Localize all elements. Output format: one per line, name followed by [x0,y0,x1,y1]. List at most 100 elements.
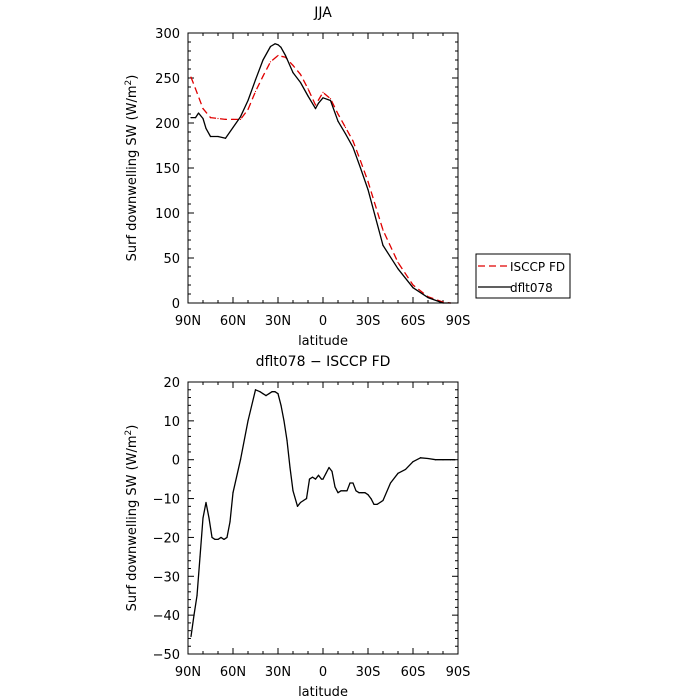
data-point [442,302,444,304]
data-point [280,46,282,49]
data-point [376,503,378,505]
data-point [217,135,219,138]
data-point [247,108,249,111]
data-point [334,486,336,488]
data-point [254,389,257,391]
data-point [329,99,332,102]
data-point [292,64,294,66]
data-point [226,536,228,539]
data-point [346,490,348,492]
data-point [434,459,437,461]
data-point [232,492,234,494]
data-point [367,180,369,183]
data-point [205,501,207,504]
data-point [302,499,305,502]
series-line-1 [191,43,451,304]
data-point [292,72,294,74]
data-point [314,108,317,110]
data-point [283,420,285,422]
y-tick-label: 10 [163,415,180,430]
data-point [412,284,414,286]
data-point [254,90,257,93]
data-point [211,536,213,539]
y-tick-label: −50 [153,648,180,663]
data-point [217,538,219,540]
y-axis-label: Surf downwelling SW (W/m2) [124,75,140,262]
data-point [314,104,317,106]
data-point [397,268,399,270]
data-point [202,108,204,110]
data-point [247,99,249,102]
y-tick-label: −20 [153,531,180,546]
legend-label-0: ISCCP FD [510,260,565,274]
data-point [269,61,272,63]
data-point [397,472,399,474]
data-point [274,391,276,393]
data-point [197,112,200,114]
data-point [358,492,360,494]
data-point [317,102,320,104]
data-point [305,497,308,500]
data-point [220,536,222,539]
data-point [299,73,302,75]
x-axis-label: latitude [298,334,348,349]
data-point [209,117,212,119]
data-point [329,98,332,100]
data-point [224,137,227,139]
data-point [307,88,309,90]
data-point [289,466,291,469]
data-point [382,244,384,246]
data-point [209,135,212,138]
data-point [254,79,257,81]
data-point [190,117,192,119]
data-point [337,113,339,115]
data-point [325,472,327,474]
data-point [265,395,267,397]
data-point [404,468,407,471]
y-tick-label: −10 [153,493,180,508]
y-axis-label-sup: 2 [124,80,134,86]
data-point [202,117,204,120]
data-point [344,133,347,135]
y-tick-label: −40 [153,609,180,624]
data-point [397,261,399,264]
data-point [296,505,299,507]
y-axis-label-main: Surf downwelling SW (W/m [125,435,140,611]
data-point [217,117,219,120]
x-tick-label: 60N [220,665,246,680]
data-point [194,88,197,90]
data-point [229,521,231,523]
data-point [427,457,429,460]
data-point [337,492,339,494]
data-point [262,393,264,395]
data-point [259,391,261,393]
data-point [389,482,392,484]
data-point [419,457,422,459]
x-tick-label: 60S [401,314,426,329]
data-point [307,95,309,97]
data-point [262,75,264,77]
plot-frame [187,32,459,304]
data-point [317,474,320,476]
data-point [412,461,414,463]
series-line-0 [190,54,451,304]
y-tick-label: 150 [155,162,180,177]
data-point [268,393,270,395]
data-point [239,118,242,120]
data-point [308,478,311,480]
y-tick-label: 0 [172,454,180,469]
chart-title: JJA [313,5,332,21]
data-point [331,470,333,472]
x-tick-label: 90N [175,665,201,680]
chart-title: dflt078 − ISCCP FD [256,354,391,370]
data-point [193,614,195,616]
data-point [299,81,302,84]
x-tick-label: 60N [220,314,246,329]
data-point [328,466,330,469]
y-tick-label: −30 [153,570,180,585]
data-point [224,118,227,120]
data-point [343,490,345,492]
data-point [194,117,197,119]
data-point [199,556,201,558]
